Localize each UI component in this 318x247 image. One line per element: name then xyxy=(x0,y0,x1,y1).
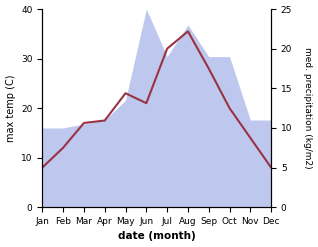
Y-axis label: med. precipitation (kg/m2): med. precipitation (kg/m2) xyxy=(303,47,313,169)
X-axis label: date (month): date (month) xyxy=(118,231,196,242)
Y-axis label: max temp (C): max temp (C) xyxy=(5,74,16,142)
